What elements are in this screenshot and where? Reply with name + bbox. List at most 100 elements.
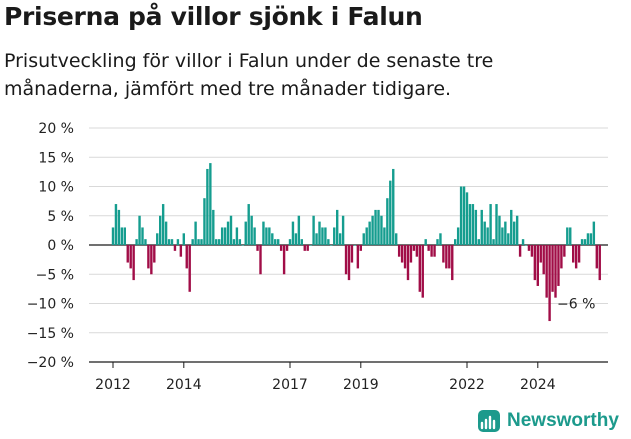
bar: [524, 245, 528, 246]
bar: [312, 215, 315, 245]
bar: [271, 233, 274, 245]
bar: [279, 245, 283, 251]
bar: [560, 245, 563, 269]
bar: [477, 239, 480, 245]
bar: [262, 221, 265, 245]
bar: [218, 239, 221, 245]
y-tick-label: −20 %: [27, 355, 74, 371]
bar: [156, 233, 159, 245]
bar: [170, 239, 174, 245]
bar: [294, 233, 298, 245]
bar: [303, 245, 306, 251]
x-tick-label: 2019: [343, 377, 379, 393]
bar: [459, 186, 463, 245]
bar: [212, 209, 215, 245]
bar: [138, 215, 141, 245]
bar: [368, 221, 371, 245]
bar: [507, 233, 510, 245]
bar: [492, 239, 495, 245]
bar: [132, 245, 135, 281]
bar: [403, 245, 407, 269]
bar: [324, 227, 327, 245]
bar: [433, 245, 436, 257]
bar: [569, 227, 572, 245]
bar: [265, 227, 268, 245]
bar: [141, 227, 144, 245]
bar: [161, 204, 165, 245]
bar: [179, 245, 183, 257]
bar: [586, 233, 590, 245]
bar: [551, 245, 554, 292]
bar: [277, 239, 280, 245]
bar: [592, 221, 596, 245]
bar: [215, 239, 218, 245]
bar: [392, 168, 395, 245]
bar: [462, 186, 466, 245]
bar: [456, 227, 460, 245]
bar: [572, 245, 575, 263]
bar: [439, 233, 442, 245]
bar: [483, 221, 486, 245]
bar: [238, 239, 242, 245]
x-tick-label: 2017: [272, 377, 308, 393]
bar: [563, 245, 566, 257]
bar: [356, 245, 360, 269]
bar: [448, 245, 451, 269]
y-tick-label: −15 %: [27, 326, 74, 342]
newsworthy-logo-icon: [478, 410, 500, 432]
bar: [389, 180, 392, 245]
bar: [436, 239, 439, 245]
y-tick-label: −5 %: [36, 267, 74, 283]
bar: [468, 204, 472, 245]
bar: [424, 239, 427, 245]
bar: [206, 168, 209, 245]
bar: [397, 245, 401, 257]
axis-labels: 20 % 15 % 10 % 5 % 0 % −5 % −10 % −15 % −20 % 201…: [27, 121, 596, 393]
bar: [515, 215, 519, 245]
bar: [380, 215, 383, 245]
bar: [282, 245, 286, 275]
bar: [350, 245, 354, 263]
bar: [583, 239, 587, 245]
brand-logo[interactable]: Newsworthy: [477, 408, 619, 434]
bar: [566, 227, 569, 245]
chart-title: Priserna på villor sjönk i Falun: [4, 2, 423, 31]
bar: [533, 245, 537, 281]
bar: [330, 245, 333, 246]
bar: [194, 221, 197, 245]
x-tick-label: 2012: [95, 377, 131, 393]
bar: [486, 227, 489, 245]
y-tick-label: 20 %: [38, 121, 74, 137]
bar: [412, 245, 416, 251]
bar: [557, 245, 560, 286]
bar: [306, 245, 309, 251]
bar: [574, 245, 578, 269]
bar: [415, 245, 419, 257]
bar: [409, 245, 413, 263]
bar: [291, 221, 295, 245]
bar: [244, 221, 247, 245]
bar: [347, 245, 351, 281]
bar: [176, 239, 180, 245]
bar: [297, 215, 301, 245]
bar: [465, 192, 469, 245]
bar: [164, 221, 168, 245]
bar: [495, 204, 498, 245]
y-tick-label: 5 %: [47, 209, 74, 225]
bar: [365, 227, 368, 245]
bar: [501, 227, 504, 245]
bar: [598, 245, 601, 281]
bar: [241, 245, 244, 246]
bar: [527, 245, 531, 251]
bar: [504, 221, 507, 245]
bar: [589, 233, 593, 245]
y-tick-label: −10 %: [27, 297, 74, 313]
bar: [542, 245, 545, 275]
chart-subtitle: Prisutveckling för villor i Falun under …: [4, 50, 494, 100]
bar: [327, 239, 330, 245]
bar: [203, 198, 206, 245]
x-tick-label: 2022: [449, 377, 485, 393]
bar: [395, 233, 398, 245]
bar: [256, 245, 259, 251]
